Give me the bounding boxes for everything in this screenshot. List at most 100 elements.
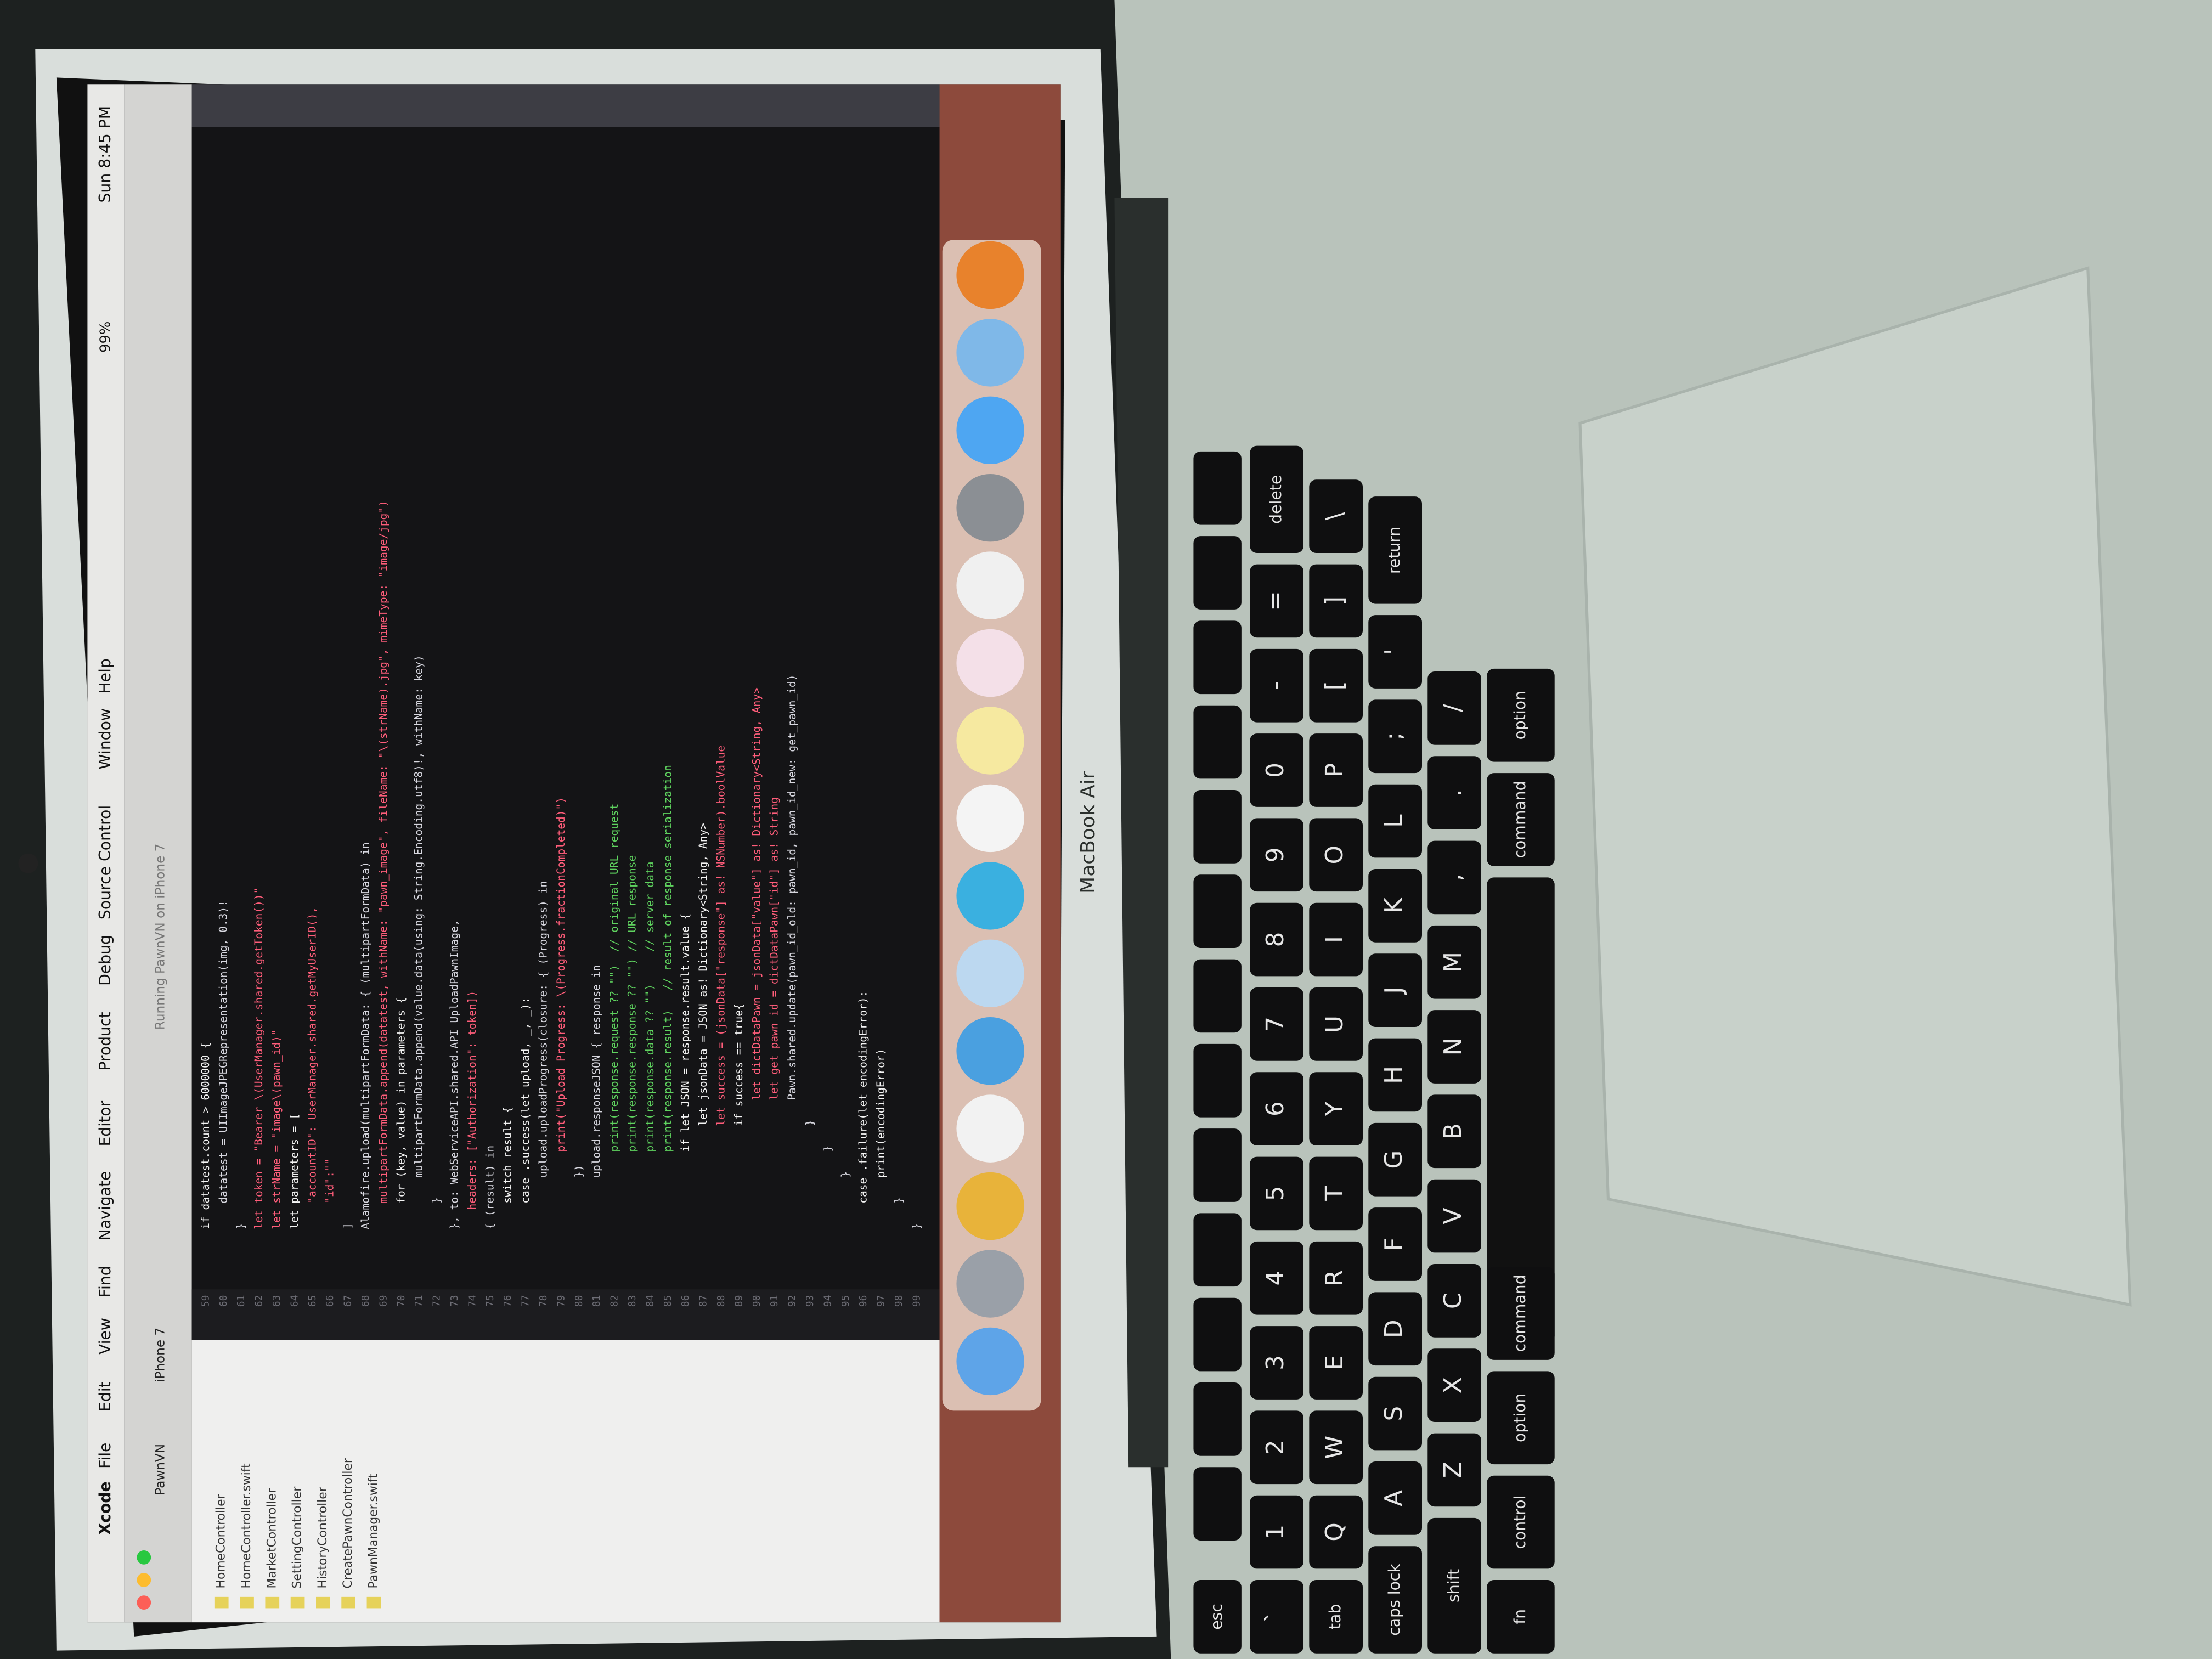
key[interactable] xyxy=(1427,1433,1481,1507)
key[interactable] xyxy=(1368,1462,1422,1535)
key[interactable] xyxy=(1368,1546,1422,1654)
key[interactable] xyxy=(1427,1348,1481,1422)
function-key[interactable] xyxy=(1193,959,1242,1033)
key[interactable] xyxy=(1250,1495,1304,1569)
scheme[interactable]: PawnVN xyxy=(154,1444,168,1496)
key[interactable] xyxy=(1250,818,1304,892)
finder-icon[interactable] xyxy=(956,1327,1024,1396)
key[interactable] xyxy=(1487,1475,1555,1569)
key[interactable] xyxy=(1427,1179,1481,1253)
simulator-icon[interactable] xyxy=(956,1017,1024,1085)
key[interactable] xyxy=(1309,818,1363,892)
chrome-icon[interactable] xyxy=(956,1172,1024,1240)
menu-item[interactable]: Window xyxy=(96,708,114,769)
menu-item[interactable]: Xcode xyxy=(96,1481,114,1534)
menu-item[interactable]: Product xyxy=(96,1012,114,1070)
function-key[interactable] xyxy=(1193,790,1242,864)
key[interactable] xyxy=(1250,1410,1304,1485)
key[interactable] xyxy=(1368,1122,1422,1197)
key[interactable] xyxy=(1487,668,1555,762)
space-bar[interactable] xyxy=(1487,877,1555,1343)
key[interactable] xyxy=(1250,1072,1304,1146)
key[interactable] xyxy=(1309,988,1363,1061)
appstore-icon[interactable] xyxy=(956,396,1024,464)
function-key[interactable] xyxy=(1193,1213,1242,1287)
function-key[interactable] xyxy=(1193,874,1242,949)
key[interactable] xyxy=(1427,925,1481,999)
key[interactable] xyxy=(1368,496,1422,604)
key[interactable] xyxy=(1309,1156,1363,1231)
key[interactable] xyxy=(1427,672,1481,745)
key[interactable] xyxy=(1309,564,1363,638)
notes-icon[interactable] xyxy=(956,707,1024,775)
key[interactable] xyxy=(1250,733,1304,807)
key[interactable] xyxy=(1250,564,1304,638)
menu-item[interactable]: View xyxy=(96,1318,114,1355)
key[interactable] xyxy=(1368,1292,1422,1366)
key[interactable] xyxy=(1250,1326,1304,1400)
key[interactable] xyxy=(1487,1580,1555,1654)
menu-item[interactable]: Edit xyxy=(96,1381,114,1412)
file-item[interactable]: MarketController xyxy=(265,1488,279,1589)
key[interactable] xyxy=(1487,1267,1555,1360)
key[interactable] xyxy=(1309,1326,1363,1400)
preferences-icon[interactable] xyxy=(956,474,1024,542)
key[interactable] xyxy=(1368,699,1422,774)
key[interactable] xyxy=(1487,1371,1555,1465)
file-item[interactable]: CreatePawnController xyxy=(341,1458,355,1588)
key[interactable] xyxy=(1427,1264,1481,1338)
key[interactable] xyxy=(1250,1580,1304,1654)
key[interactable] xyxy=(1487,773,1555,866)
device[interactable]: iPhone 7 xyxy=(154,1328,168,1383)
menu-item[interactable]: Help xyxy=(96,658,114,693)
safari-icon[interactable] xyxy=(956,939,1024,1008)
zoom-button[interactable] xyxy=(137,1550,151,1565)
key[interactable] xyxy=(1368,1376,1422,1451)
file-item[interactable]: HomeController xyxy=(215,1494,228,1588)
key[interactable] xyxy=(1427,1517,1481,1654)
photos-icon[interactable] xyxy=(956,629,1024,697)
xcode-icon[interactable] xyxy=(956,1094,1024,1163)
key[interactable] xyxy=(1250,902,1304,977)
function-key[interactable] xyxy=(1193,620,1242,695)
key[interactable] xyxy=(1309,902,1363,977)
close-button[interactable] xyxy=(137,1595,151,1610)
key[interactable] xyxy=(1193,1580,1242,1654)
finder-folder-icon[interactable] xyxy=(956,319,1024,387)
menu-item[interactable]: Find xyxy=(96,1266,114,1297)
key[interactable] xyxy=(1250,445,1304,553)
key[interactable] xyxy=(1250,648,1304,723)
key[interactable] xyxy=(1309,1072,1363,1146)
menu-item[interactable]: Source Control xyxy=(96,805,114,919)
key[interactable] xyxy=(1309,1241,1363,1315)
file-item[interactable]: PawnManager.swift xyxy=(366,1474,380,1589)
function-key[interactable] xyxy=(1193,536,1242,610)
launchpad-icon[interactable] xyxy=(956,1250,1024,1318)
key[interactable] xyxy=(1309,1495,1363,1569)
key[interactable] xyxy=(1250,988,1304,1061)
key[interactable] xyxy=(1427,1010,1481,1084)
key[interactable] xyxy=(1368,1207,1422,1281)
key[interactable] xyxy=(1368,784,1422,858)
key[interactable] xyxy=(1368,953,1422,1028)
key[interactable] xyxy=(1250,1156,1304,1231)
function-key[interactable] xyxy=(1193,451,1242,525)
menu-item[interactable]: File xyxy=(96,1443,114,1469)
function-key[interactable] xyxy=(1193,1043,1242,1118)
function-key[interactable] xyxy=(1193,1467,1242,1541)
key[interactable] xyxy=(1309,479,1363,554)
key[interactable] xyxy=(1368,1038,1422,1112)
powerpoint-icon[interactable] xyxy=(956,241,1024,309)
function-key[interactable] xyxy=(1193,1297,1242,1372)
key[interactable] xyxy=(1368,869,1422,943)
itunes-icon[interactable] xyxy=(956,551,1024,619)
function-key[interactable] xyxy=(1193,1128,1242,1202)
key[interactable] xyxy=(1427,756,1481,830)
menu-item[interactable]: Debug xyxy=(96,935,114,986)
key[interactable] xyxy=(1250,1241,1304,1315)
file-item[interactable]: SettingController xyxy=(291,1487,304,1589)
function-key[interactable] xyxy=(1193,1383,1242,1456)
file-item[interactable]: HomeController.swift xyxy=(240,1463,253,1589)
calendar-icon[interactable] xyxy=(956,784,1024,853)
function-key[interactable] xyxy=(1193,705,1242,779)
